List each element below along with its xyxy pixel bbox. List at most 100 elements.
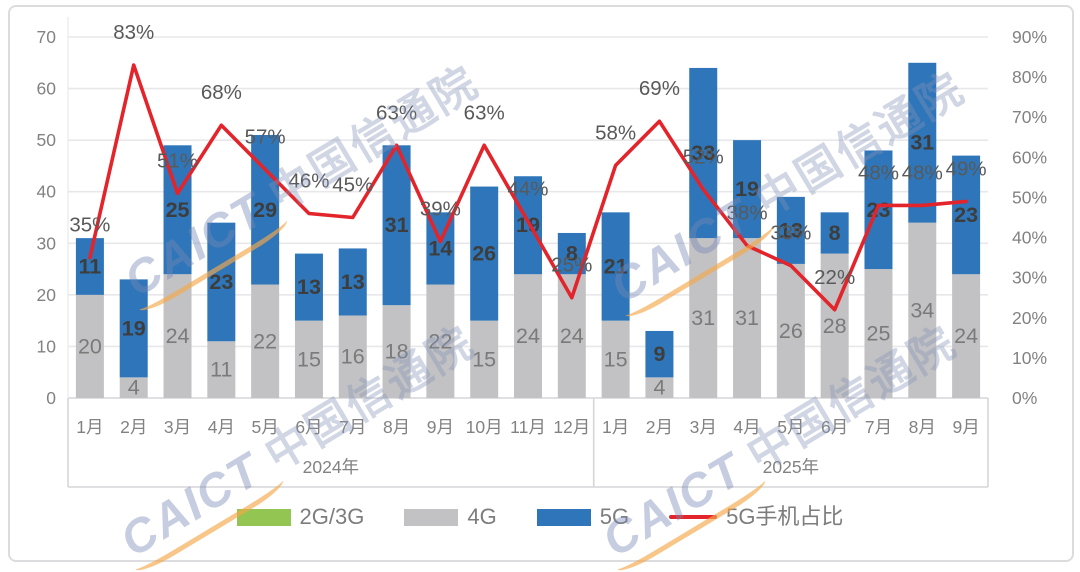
bar-label-5g: 11: [79, 254, 102, 278]
bar-label-4g: 15: [297, 347, 321, 371]
bar-label-5g: 21: [604, 254, 628, 278]
legend-item-2g3g: 2G/3G: [236, 504, 365, 529]
bar-label-5g: 23: [954, 203, 978, 227]
right-axis-tick: 70%: [1012, 107, 1047, 127]
bar-label-5g: 13: [297, 275, 321, 299]
bar-label-4g: 28: [823, 314, 847, 338]
bar-label-5g: 31: [385, 213, 409, 237]
bar-label-4g: 24: [954, 324, 978, 348]
right-axis-tick: 0%: [1012, 388, 1037, 408]
bar-segment-5g: [820, 212, 849, 254]
bar-label-4g: 24: [516, 324, 540, 348]
year-label: 2024年: [303, 457, 359, 477]
bar-label-4g: 4: [653, 376, 665, 400]
legend-label-2g3g: 2G/3G: [299, 504, 365, 529]
bar-segment-4g: [338, 315, 367, 398]
month-label: 6月: [821, 417, 848, 437]
share-label: 22%: [814, 266, 855, 289]
bar-segment-5g: [75, 238, 104, 295]
bar-label-4g: 26: [779, 319, 803, 343]
year-label: 2025年: [763, 457, 819, 477]
share-label: 45%: [332, 174, 373, 197]
bar-segment-5g: [952, 155, 981, 275]
month-label: 2月: [646, 417, 673, 437]
bar-segment-4g: [952, 274, 981, 398]
bar-segment-5g: [601, 212, 630, 321]
share-label: 35%: [69, 214, 110, 237]
bar-label-4g: 24: [166, 324, 190, 348]
share-label: 48%: [858, 161, 899, 184]
bar-segment-4g: [908, 222, 937, 398]
bar-segment-5g: [294, 253, 323, 321]
month-label: 4月: [208, 417, 235, 437]
chart-area: 20 11 4 19 24 25 11 23 22 29 15 13 16 13 18 31 22 14 15 26 2…: [37, 17, 1047, 488]
month-label: 8月: [909, 417, 936, 437]
bar-segment-4g: [75, 294, 104, 398]
bar-segment-5g: [470, 186, 499, 321]
bar-segment-5g: [733, 140, 762, 239]
month-label: 9月: [427, 417, 454, 437]
bar-label-4g: 31: [735, 306, 759, 330]
month-label: 1月: [76, 417, 103, 437]
legend-swatch-4g: [404, 508, 459, 526]
bar-segment-4g: [207, 341, 236, 398]
legend-swatch-5g: [536, 508, 591, 526]
bar-label-4g: 11: [210, 358, 232, 382]
share-label: 49%: [946, 157, 987, 180]
bar-segment-4g: [426, 284, 455, 398]
month-label: 1月: [602, 417, 629, 437]
left-axis-tick: 30: [37, 233, 57, 253]
left-axis-tick: 10: [37, 336, 57, 356]
bar-segment-4g: [820, 253, 849, 398]
right-axis-tick: 50%: [1012, 187, 1047, 207]
share-label: 58%: [595, 121, 636, 144]
share-label: 38%: [727, 202, 768, 225]
bar-segment-4g: [645, 377, 674, 398]
month-label: 7月: [339, 417, 366, 437]
bar-label-4g: 22: [253, 329, 277, 353]
bar-segment-5g: [207, 222, 236, 342]
bar-segment-4g: [382, 305, 411, 398]
bar-label-4g: 18: [385, 340, 409, 364]
bar-label-4g: 15: [472, 347, 496, 371]
bar-label-5g: 13: [341, 270, 365, 294]
bar-segment-5g: [382, 145, 411, 306]
legend-line-5g-share: [669, 515, 718, 519]
bar-label-5g: 23: [209, 270, 233, 294]
legend-item-5g: 5G: [536, 506, 629, 528]
share-line-5g: [88, 63, 968, 312]
month-label: 10月: [466, 417, 503, 437]
right-axis-tick: 80%: [1012, 67, 1047, 87]
month-label: 7月: [865, 417, 892, 437]
month-label: 3月: [690, 417, 717, 437]
month-label: 6月: [295, 417, 322, 437]
combo-chart-svg: 20 11 4 19 24 25 11 23 22 29 15 13 16 13 18 31 22 14 15 26 2…: [37, 17, 1047, 488]
bar-label-4g: 20: [78, 334, 102, 358]
month-label: 2月: [120, 417, 147, 437]
bar-label-5g: 19: [122, 316, 146, 340]
bar-label-5g: 19: [735, 177, 759, 201]
bar-segment-4g: [163, 274, 192, 398]
bar-segment-4g: [119, 377, 148, 398]
bar-segment-4g: [733, 238, 762, 398]
share-label: 68%: [201, 81, 242, 104]
month-label: 4月: [733, 417, 760, 437]
legend-item-4g: 4G: [404, 506, 497, 528]
legend-label-5g-share: 5G手机占比: [726, 504, 844, 529]
bar-label-5g: 9: [653, 342, 665, 366]
share-label: 63%: [376, 101, 417, 124]
right-axis-tick: 40%: [1012, 228, 1047, 248]
share-label: 48%: [902, 161, 943, 184]
bar-label-5g: 13: [779, 218, 803, 242]
month-label: 3月: [164, 417, 191, 437]
left-axis-tick: 60: [37, 79, 57, 99]
bar-label-4g: 31: [691, 306, 715, 330]
bar-segment-5g: [119, 279, 148, 378]
share-label: 69%: [639, 77, 680, 100]
bar-label-5g: 31: [910, 131, 934, 155]
month-label: 9月: [952, 417, 979, 437]
bar-label-4g: 34: [910, 298, 934, 322]
bar-label-5g: 14: [428, 236, 452, 260]
bar-label-4g: 22: [428, 329, 452, 353]
legend-item-5g-share: 5G手机占比: [669, 506, 843, 528]
